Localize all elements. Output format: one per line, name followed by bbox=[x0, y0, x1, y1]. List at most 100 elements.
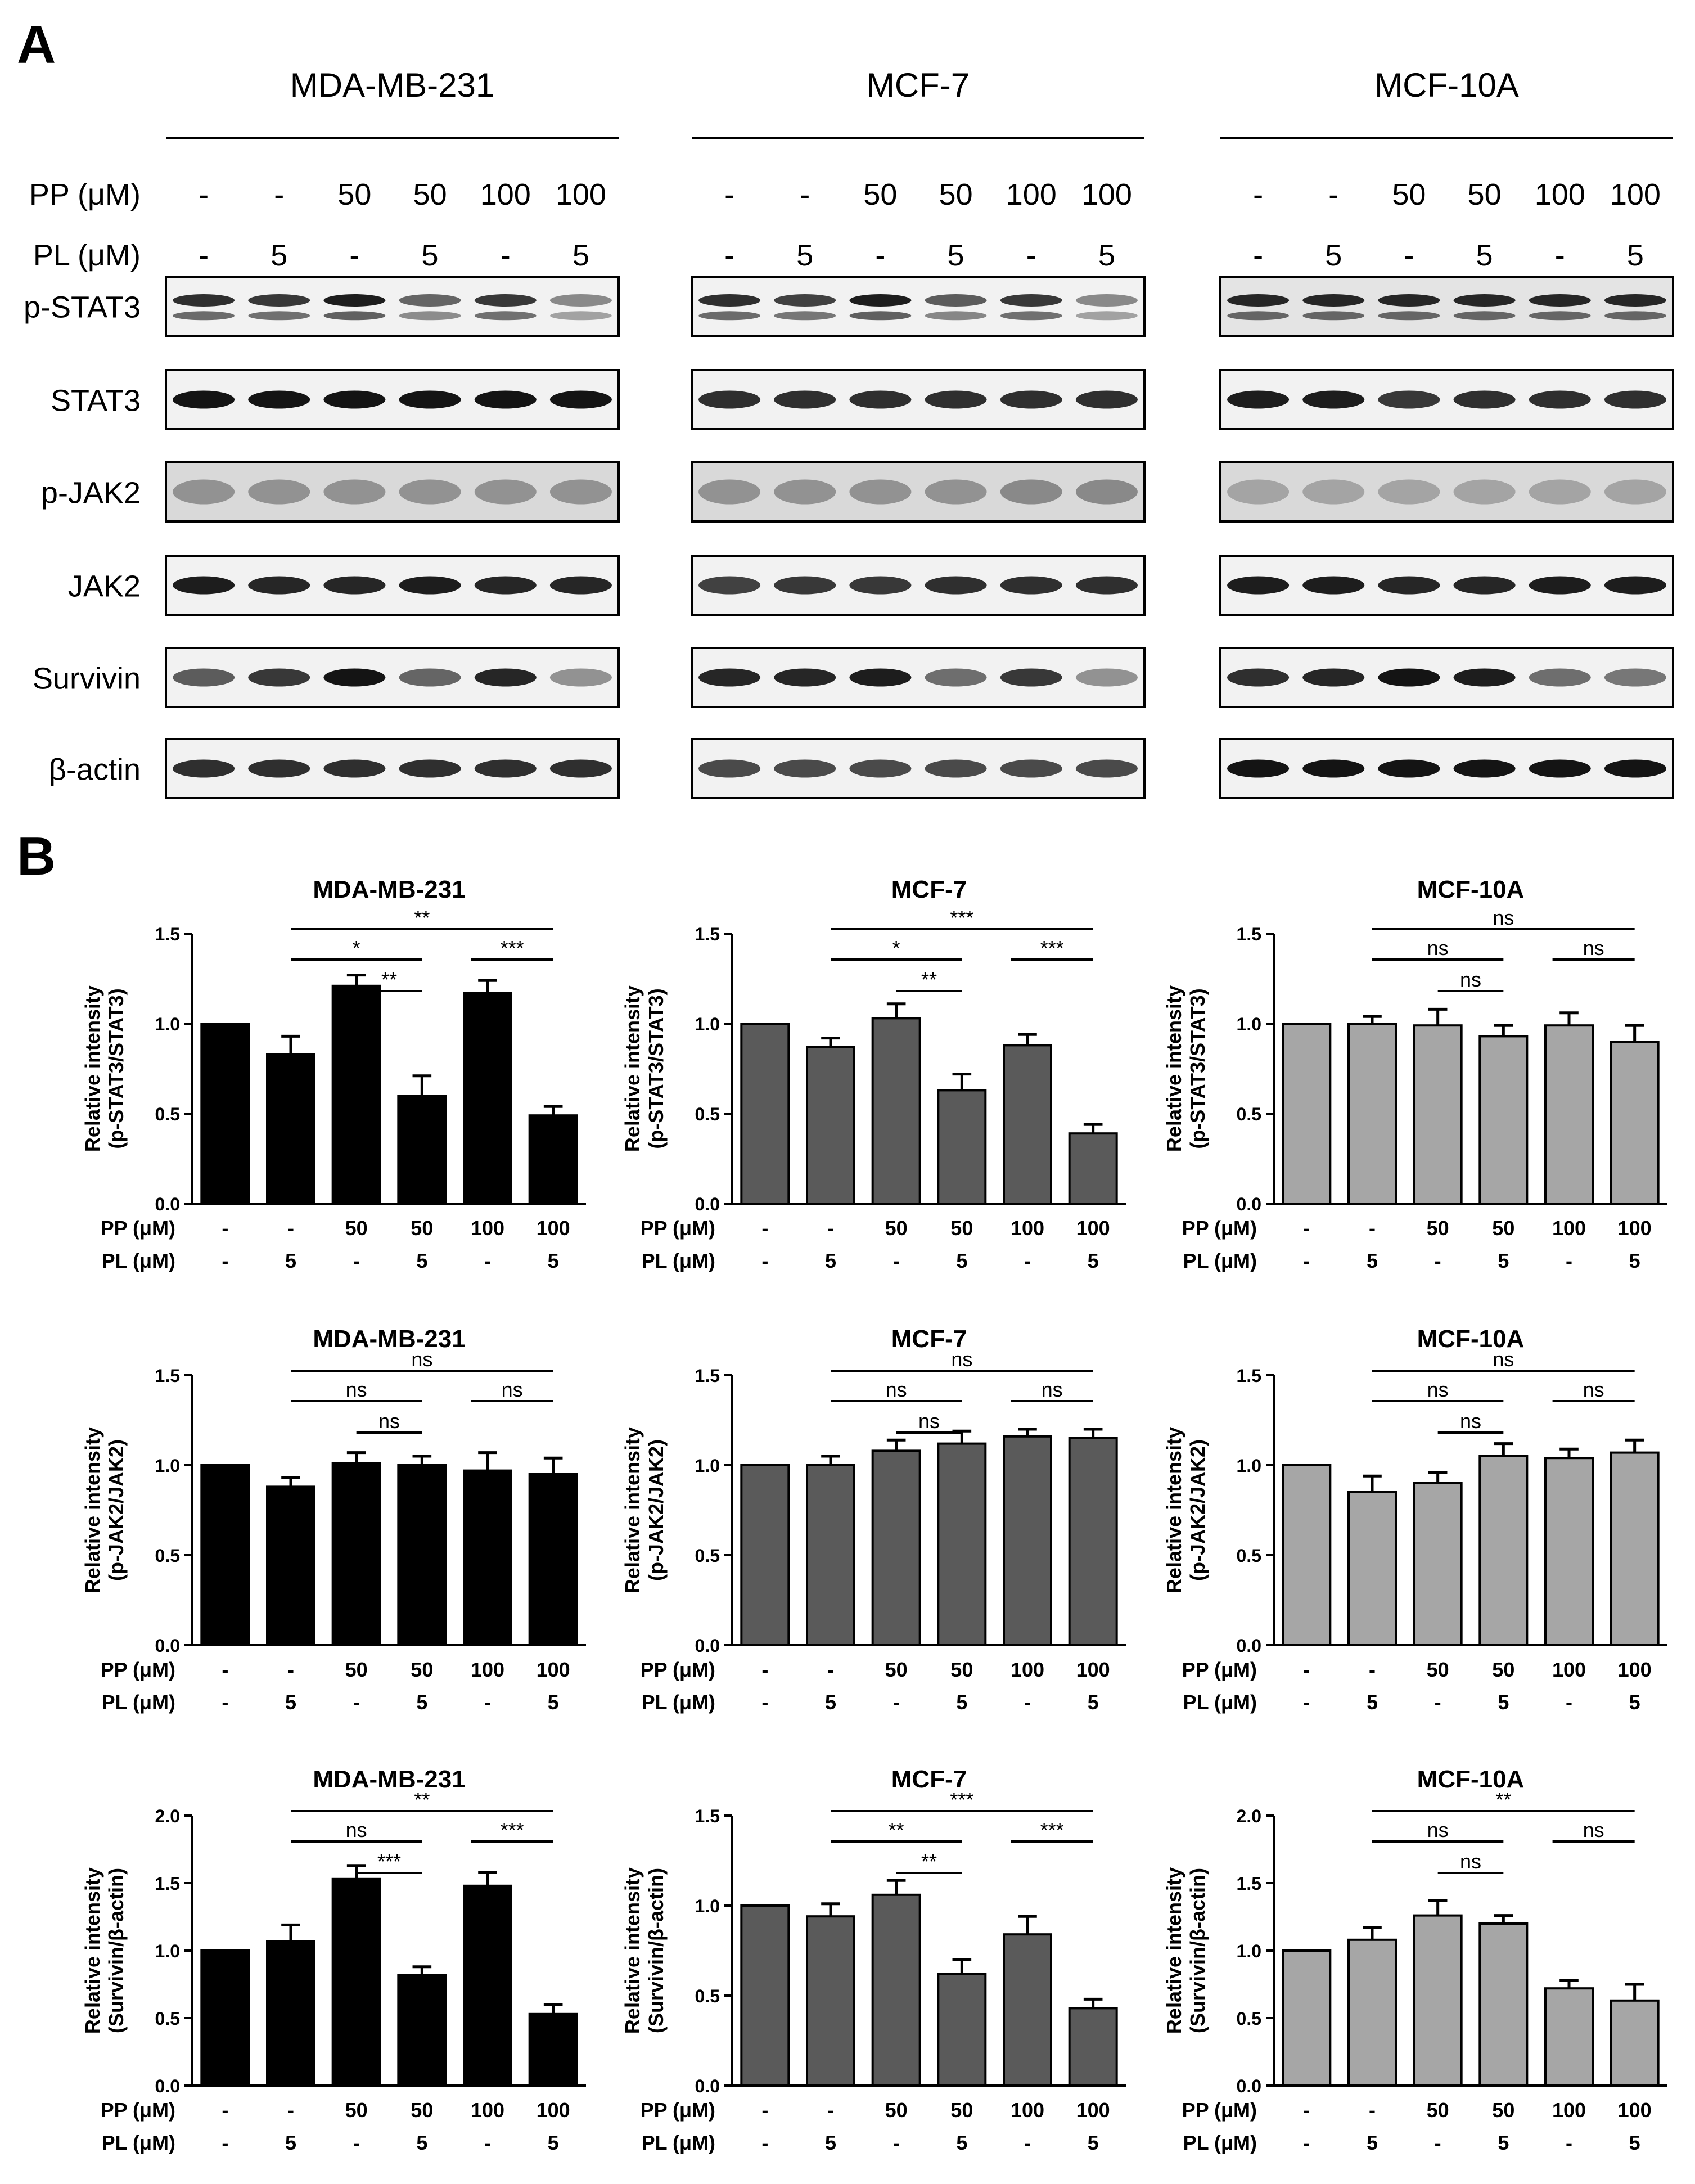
x-tick-label-pp: - bbox=[1303, 1658, 1310, 1681]
blot-band bbox=[399, 479, 461, 505]
y-axis-label: Relative intensity bbox=[621, 1867, 644, 2034]
bar bbox=[1478, 1455, 1529, 1646]
x-tick-label-pl: 5 bbox=[1498, 2131, 1509, 2154]
blot-band bbox=[1378, 390, 1440, 409]
x-tick-label-pp: 100 bbox=[1011, 1658, 1044, 1681]
blot-band bbox=[1302, 294, 1365, 307]
blot-strip bbox=[691, 647, 1146, 708]
x-tick-label-pl: 5 bbox=[825, 2131, 836, 2154]
significance-label: ns bbox=[346, 1378, 367, 1401]
bar bbox=[1610, 1041, 1660, 1205]
blot-cell-line-title: MDA-MB-231 bbox=[290, 66, 494, 104]
x-row-label: PL (μM) bbox=[1183, 2131, 1257, 2154]
bar bbox=[463, 992, 512, 1205]
blot-band bbox=[1604, 479, 1666, 505]
western-blot-panel: MDA-MB-231 PP (μM) - - 50 50 100 100 PL (μM) - 5 - 5… bbox=[24, 66, 1674, 799]
bar bbox=[266, 1053, 315, 1205]
y-axis-label: (p-STAT3/STAT3) bbox=[1186, 988, 1209, 1149]
blot-band bbox=[1302, 479, 1365, 505]
y-tick-label: 0.5 bbox=[155, 1104, 180, 1124]
significance-label: ns bbox=[1493, 906, 1514, 929]
blot-strip bbox=[1219, 369, 1674, 430]
x-tick-label-pp: 100 bbox=[1011, 1217, 1044, 1240]
bar bbox=[200, 1023, 250, 1205]
x-tick-label-pp: - bbox=[827, 1217, 834, 1240]
blot-cell-line-title: MCF-10A bbox=[1374, 66, 1519, 104]
blot-band-lower bbox=[925, 311, 987, 321]
significance-label: ns bbox=[1427, 1818, 1449, 1841]
blot-band bbox=[849, 479, 912, 505]
blot-band bbox=[1529, 294, 1591, 307]
x-tick-label-pl: - bbox=[1024, 1249, 1031, 1272]
x-tick-label-pp: - bbox=[761, 2099, 768, 2122]
blot-treatment-value: 5 bbox=[948, 238, 964, 272]
blot-band bbox=[1529, 390, 1591, 409]
blot-band bbox=[1075, 759, 1138, 778]
blot-strip bbox=[1219, 461, 1674, 523]
blot-band bbox=[849, 668, 912, 687]
blot-band bbox=[1529, 759, 1591, 778]
x-tick-label-pl: - bbox=[1024, 2131, 1031, 2154]
x-row-label: PL (μM) bbox=[1183, 1691, 1257, 1714]
y-tick-label: 1.5 bbox=[155, 1366, 180, 1386]
significance-label: ns bbox=[1460, 1410, 1481, 1433]
blot-band bbox=[248, 479, 310, 505]
x-tick-label-pl: - bbox=[222, 1249, 228, 1272]
blot-band bbox=[925, 668, 987, 687]
blot-band bbox=[698, 668, 761, 687]
blot-band bbox=[323, 479, 386, 505]
blot-band-lower bbox=[1604, 311, 1666, 321]
x-tick-label-pp: 50 bbox=[885, 1217, 908, 1240]
blot-band-lower bbox=[248, 311, 310, 321]
blot-band bbox=[925, 759, 987, 778]
y-tick-label: 0.5 bbox=[695, 1546, 720, 1566]
x-tick-label-pl: 5 bbox=[416, 2131, 427, 2154]
blot-band bbox=[323, 668, 386, 687]
blot-strip bbox=[165, 738, 620, 799]
significance-label: ns bbox=[1493, 1348, 1514, 1371]
y-tick-label: 0.5 bbox=[155, 1546, 180, 1566]
x-tick-label-pp: 100 bbox=[1552, 1217, 1586, 1240]
blot-band bbox=[1000, 390, 1062, 409]
blot-protein-label: Survivin bbox=[33, 662, 141, 696]
y-tick-label: 2.0 bbox=[1237, 1806, 1261, 1826]
bar bbox=[1347, 1938, 1397, 2087]
blot-band bbox=[925, 479, 987, 505]
x-row-label: PP (μM) bbox=[101, 1217, 175, 1240]
y-tick-label: 1.0 bbox=[1237, 1014, 1261, 1034]
x-tick-label-pl: - bbox=[353, 2131, 360, 2154]
blot-treatment-label: PL (μM) bbox=[33, 238, 141, 272]
blot-band bbox=[1000, 576, 1062, 595]
chart-title: MCF-7 bbox=[891, 876, 967, 903]
x-tick-label-pp: - bbox=[827, 1658, 834, 1681]
blot-treatment-value: 50 bbox=[413, 178, 447, 211]
x-tick-label-pp: - bbox=[1369, 1658, 1376, 1681]
blot-band bbox=[1227, 479, 1290, 505]
y-tick-label: 0.5 bbox=[695, 1986, 720, 2006]
significance-label: *** bbox=[1040, 936, 1064, 960]
y-tick-label: 0.5 bbox=[1237, 2009, 1261, 2029]
y-tick-label: 0.0 bbox=[155, 1194, 180, 1214]
blot-band bbox=[849, 576, 912, 595]
y-tick-label: 0.0 bbox=[695, 1636, 720, 1656]
blot-band bbox=[1075, 390, 1138, 409]
x-tick-label-pl: - bbox=[222, 2131, 228, 2154]
bar bbox=[528, 1114, 578, 1205]
x-tick-label-pp: 100 bbox=[471, 1217, 504, 1240]
blot-protein-label: STAT3 bbox=[51, 384, 141, 418]
blot-band-lower bbox=[849, 311, 912, 321]
chart-2-3: MCF-10A Relative intensity (p-JAK2/JAK2) 0.… bbox=[1162, 1325, 1667, 1714]
blot-band bbox=[549, 759, 612, 778]
blot-band bbox=[474, 479, 537, 505]
blot-treatment-value: - bbox=[1026, 238, 1036, 272]
blot-treatment-value: - bbox=[800, 178, 810, 211]
blot-treatment-value: 5 bbox=[572, 238, 589, 272]
x-tick-label-pl: - bbox=[353, 1691, 360, 1714]
blot-band bbox=[925, 576, 987, 595]
blot-band bbox=[248, 759, 310, 778]
x-tick-label-pl: - bbox=[1303, 1249, 1310, 1272]
x-row-label: PL (μM) bbox=[102, 1249, 175, 1272]
significance-label: *** bbox=[1040, 1818, 1064, 1841]
